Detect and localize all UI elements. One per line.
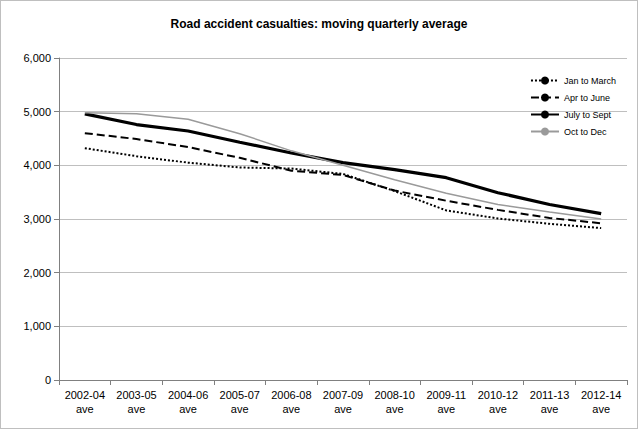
svg-text:ave: ave — [282, 403, 300, 415]
svg-text:2012-14: 2012-14 — [581, 389, 621, 401]
svg-text:ave: ave — [489, 403, 507, 415]
svg-text:2010-12: 2010-12 — [478, 389, 518, 401]
svg-text:2008-10: 2008-10 — [374, 389, 414, 401]
svg-text:2,000: 2,000 — [23, 267, 51, 279]
svg-text:2007-09: 2007-09 — [323, 389, 363, 401]
svg-text:Apr to June: Apr to June — [564, 93, 610, 103]
svg-text:ave: ave — [541, 403, 559, 415]
svg-text:Jan to March: Jan to March — [564, 76, 616, 86]
svg-text:ave: ave — [179, 403, 197, 415]
svg-text:3,000: 3,000 — [23, 213, 51, 225]
svg-text:4,000: 4,000 — [23, 159, 51, 171]
svg-text:2006-08: 2006-08 — [271, 389, 311, 401]
svg-text:2002-04: 2002-04 — [65, 389, 105, 401]
svg-text:1,000: 1,000 — [23, 320, 51, 332]
svg-text:Oct to Dec: Oct to Dec — [564, 127, 607, 137]
svg-text:Road accident casualties: movi: Road accident casualties: moving quarter… — [171, 17, 468, 31]
svg-text:ave: ave — [334, 403, 352, 415]
svg-text:ave: ave — [128, 403, 146, 415]
svg-text:2005-07: 2005-07 — [220, 389, 260, 401]
svg-text:2009-11: 2009-11 — [426, 389, 466, 401]
svg-text:0: 0 — [45, 374, 51, 386]
svg-text:ave: ave — [386, 403, 404, 415]
svg-text:6,000: 6,000 — [23, 52, 51, 64]
svg-text:ave: ave — [76, 403, 94, 415]
svg-text:ave: ave — [437, 403, 455, 415]
svg-text:2004-06: 2004-06 — [168, 389, 208, 401]
svg-text:ave: ave — [592, 403, 610, 415]
svg-text:2003-05: 2003-05 — [116, 389, 156, 401]
svg-text:ave: ave — [231, 403, 249, 415]
svg-text:July to Sept: July to Sept — [564, 110, 612, 120]
svg-text:2011-13: 2011-13 — [530, 389, 570, 401]
svg-text:5,000: 5,000 — [23, 106, 51, 118]
